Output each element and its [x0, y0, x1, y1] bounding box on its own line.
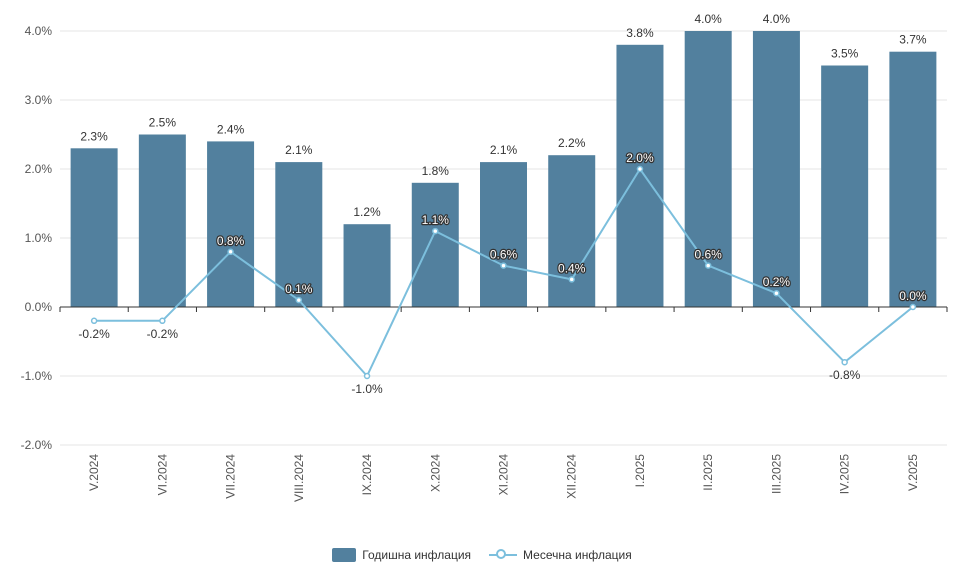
bar-X.2024[interactable]: [411, 182, 459, 307]
legend-bar-swatch: [332, 548, 357, 562]
point-XII.2024[interactable]: [568, 276, 575, 283]
bar-I.2025[interactable]: [616, 44, 664, 308]
line-data-label: 1.1%: [422, 213, 450, 227]
bar-XII.2024[interactable]: [548, 155, 596, 307]
y-tick-label: 4.0%: [25, 24, 53, 38]
bar-data-label: 2.3%: [80, 129, 108, 143]
legend-item-annual-inflation[interactable]: Годишна инфлация: [332, 548, 471, 562]
point-XI.2024[interactable]: [500, 262, 507, 269]
x-tick-label: V.2025: [906, 454, 920, 491]
x-tick-label: VI.2024: [155, 454, 169, 496]
point-VI.2024[interactable]: [159, 317, 166, 325]
y-tick-label: 3.0%: [25, 93, 53, 107]
y-tick-label: 0.0%: [25, 300, 53, 314]
y-tick-label: -1.0%: [21, 369, 53, 383]
x-tick-label: II.2025: [701, 454, 715, 491]
bar-XI.2024[interactable]: [480, 162, 527, 307]
x-tick-label: VIII.2024: [292, 454, 306, 502]
bar-data-label: 1.8%: [422, 164, 450, 178]
line-series-monthly-inflation: [90, 165, 917, 380]
point-VII.2024[interactable]: [227, 248, 234, 256]
point-IV.2025[interactable]: [841, 358, 848, 366]
bar-data-label: 4.0%: [763, 12, 791, 26]
point-V.2024[interactable]: [90, 317, 98, 325]
legend-label-monthly-inflation: Месечна инфлация: [523, 548, 632, 562]
point-V.2025[interactable]: [909, 303, 917, 311]
point-X.2024[interactable]: [432, 227, 439, 235]
line-data-label: 0.8%: [217, 234, 245, 248]
bar-V.2025[interactable]: [889, 51, 937, 308]
bar-data-label: 3.8%: [626, 26, 654, 40]
bar-VI.2024[interactable]: [138, 134, 186, 308]
legend-label-annual-inflation: Годишна инфлация: [362, 548, 472, 562]
bar-data-label: 4.0%: [695, 12, 723, 26]
x-tick-label: XII.2024: [565, 454, 579, 499]
y-axis-ticks: 4.0% 3.0% 2.0% 1.0% 0.0% -1.0% -2.0%: [21, 24, 53, 452]
bar-data-label: 2.1%: [285, 143, 313, 157]
bar-V.2024[interactable]: [70, 148, 118, 307]
bar-data-label: 2.1%: [490, 143, 518, 157]
inflation-chart: 4.0% 3.0% 2.0% 1.0% 0.0% -1.0% -2.0% V.2024 VI.…: [21, 12, 948, 502]
y-tick-label: 1.0%: [25, 231, 53, 245]
bar-data-label: 3.5%: [831, 47, 859, 61]
point-II.2025[interactable]: [704, 262, 712, 269]
bar-IV.2025[interactable]: [821, 65, 869, 308]
line-data-label: 0.4%: [558, 261, 586, 275]
x-tick-label: IX.2024: [360, 454, 374, 496]
line-data-label: -0.2%: [147, 327, 179, 341]
chart-legend: Годишна инфлация Месечна инфлация: [0, 548, 964, 562]
bar-VII.2024[interactable]: [207, 141, 255, 307]
x-tick-label: X.2024: [428, 454, 442, 492]
line-data-label: -0.8%: [829, 368, 861, 382]
bar-data-label: 3.7%: [899, 33, 927, 47]
y-tick-label: -2.0%: [21, 438, 53, 452]
bar-data-label: 1.2%: [353, 205, 381, 219]
line-data-label: 0.6%: [695, 248, 723, 262]
x-axis-ticks: V.2024 VI.2024 VII.2024 VIII.2024 IX.2024 X.2…: [87, 454, 920, 502]
line-data-label: -1.0%: [351, 382, 383, 396]
line-data-label: 2.0%: [626, 151, 654, 165]
x-tick-label: VII.2024: [224, 454, 238, 499]
line-data-label: 0.0%: [899, 289, 927, 303]
legend-item-monthly-inflation[interactable]: Месечна инфлация: [489, 548, 632, 562]
line-data-label: 0.1%: [285, 282, 313, 296]
line-data-label: 0.6%: [490, 248, 518, 262]
bar-II.2025[interactable]: [684, 31, 732, 307]
x-tick-label: IV.2025: [838, 454, 852, 495]
bar-IX.2024[interactable]: [343, 224, 391, 307]
data-labels: 2.3% 2.5% 2.4% 2.1% 1.2% 1.8% 2.1% 2.2% 3.8% 4.0%…: [78, 12, 928, 396]
x-tick-label: V.2024: [87, 454, 101, 491]
bar-data-label: 2.4%: [217, 122, 245, 136]
x-axis: [59, 306, 948, 312]
legend-line-swatch: [489, 548, 518, 562]
y-tick-label: 2.0%: [25, 162, 53, 176]
point-I.2025[interactable]: [636, 165, 644, 173]
point-VIII.2024[interactable]: [295, 296, 303, 304]
x-tick-label: XI.2024: [497, 454, 511, 496]
bar-VIII.2024[interactable]: [275, 162, 323, 307]
bar-data-label: 2.5%: [149, 116, 177, 130]
bar-data-label: 2.2%: [558, 136, 586, 150]
bar-series-annual-inflation: [70, 31, 937, 308]
point-IX.2024[interactable]: [363, 372, 371, 380]
line-data-label: -0.2%: [78, 327, 110, 341]
x-tick-label: I.2025: [633, 454, 647, 488]
x-tick-label: III.2025: [769, 454, 783, 494]
line-data-label: 0.2%: [763, 275, 791, 289]
point-III.2025[interactable]: [773, 289, 780, 297]
bar-III.2025[interactable]: [752, 31, 800, 307]
